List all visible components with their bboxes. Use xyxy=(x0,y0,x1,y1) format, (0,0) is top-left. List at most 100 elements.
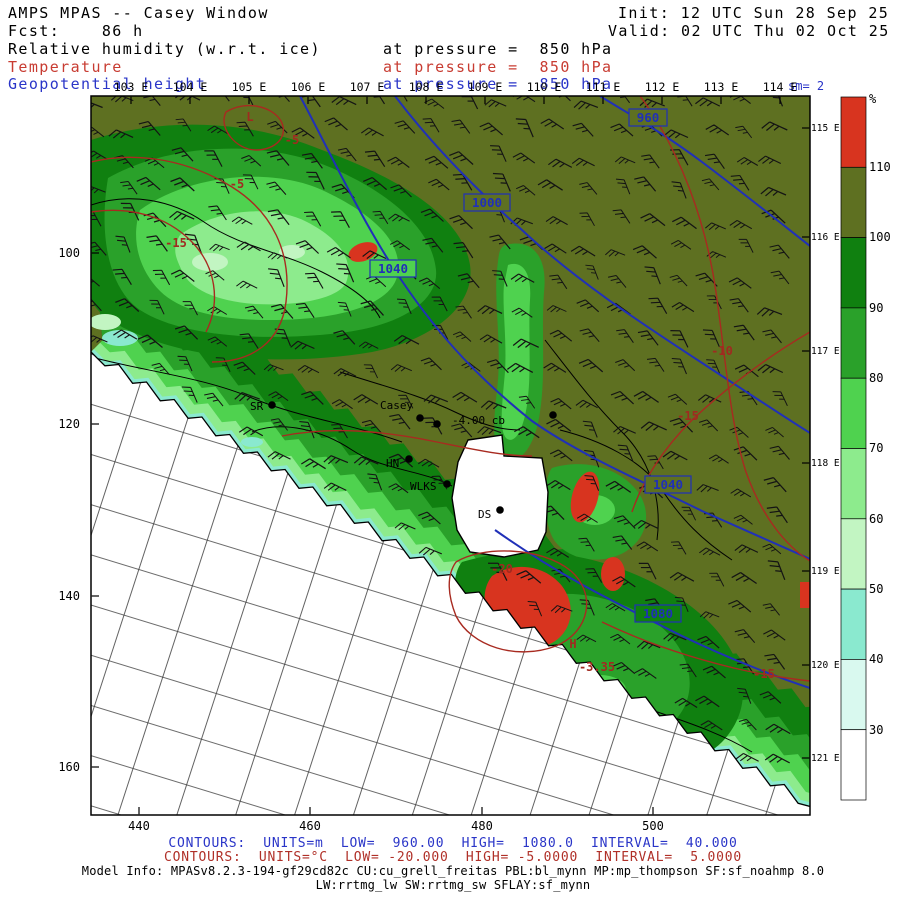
contour-label-box xyxy=(369,259,417,278)
station-dot xyxy=(416,414,424,422)
axis-label: 103 E xyxy=(114,80,149,94)
contour-label-temp: -5 xyxy=(285,133,299,147)
station-label: HN xyxy=(386,457,399,470)
axis-label: 106 E xyxy=(291,80,326,94)
contour-label-height: 1040 xyxy=(653,477,683,492)
map-plot-area: 960 1000 1040 1040 1080 -10 -15 -20 -15 … xyxy=(91,96,810,815)
field-level-height: at pressure = 850 hPa xyxy=(383,75,612,93)
axis-label: 113 E xyxy=(704,80,739,94)
axis-label: 120 E xyxy=(811,660,840,671)
colorbar-tick: 100 xyxy=(869,230,891,244)
contour-label-height: 1040 xyxy=(378,261,408,276)
colorbar-tick: 70 xyxy=(869,441,883,455)
axis-label: 108 E xyxy=(409,80,444,94)
high-center-marker: H xyxy=(569,637,576,651)
axis-label: 100 xyxy=(58,246,80,260)
station-dot xyxy=(433,420,441,428)
axis-left-labels: 100 120 140 160 xyxy=(58,246,80,774)
rh-patch-lighter xyxy=(175,211,349,305)
contour-label-box xyxy=(463,193,511,212)
contour-label-temp: -15 xyxy=(165,236,187,250)
axis-label: 121 E xyxy=(811,753,840,764)
plot-frame xyxy=(90,95,811,816)
axis-ticks xyxy=(91,96,810,815)
colorbar-segment xyxy=(840,166,867,238)
axis-label: 107 E xyxy=(350,80,385,94)
station-dot xyxy=(496,506,504,514)
axis-label: 500 xyxy=(642,819,664,833)
station-label: DS xyxy=(478,508,491,521)
rh-streak-core xyxy=(501,263,531,440)
axis-label: 110 E xyxy=(527,80,562,94)
rh-patch-pale xyxy=(279,245,305,259)
axis-label: 119 E xyxy=(811,566,840,577)
model-info: Model Info: MPASv8.2.3-194-gf29cd82c CU:… xyxy=(82,864,824,878)
contour-label-temp: -15 xyxy=(753,667,775,681)
colorbar-tick: 60 xyxy=(869,512,883,526)
colorbar-segment xyxy=(840,518,867,590)
station-dot xyxy=(443,480,451,488)
colorbar-tick: 40 xyxy=(869,652,883,666)
axis-label: 109 E xyxy=(468,80,503,94)
contour-label-box xyxy=(634,604,682,623)
contour-label-height: 1080 xyxy=(643,606,673,621)
colorbar-segment xyxy=(840,659,867,731)
colorbar-unit: % xyxy=(869,92,877,106)
physics-info: LW:rrtmg_lw SW:rrtmg_sw SFLAY:sf_mynn xyxy=(316,878,591,892)
field-level-rh: at pressure = 850 hPa xyxy=(383,40,612,58)
axis-right-labels: 115 E 116 E 117 E 118 E 119 E 120 E 121 … xyxy=(811,123,840,764)
contour-label-height: 1000 xyxy=(472,195,502,210)
axis-label: 440 xyxy=(128,819,150,833)
colorbar-segment xyxy=(840,729,867,801)
station-dot xyxy=(268,401,276,409)
axis-label: 115 E xyxy=(811,123,840,134)
rh-patch-pale xyxy=(192,253,228,271)
axis-label: 120 xyxy=(58,417,80,431)
colorbar-tick: 110 xyxy=(869,160,891,174)
rh-fringe-pale xyxy=(91,314,121,330)
colorbar-segment xyxy=(840,448,867,520)
colorbar-segment xyxy=(840,307,867,379)
coastline xyxy=(91,351,810,808)
rh-fringe-cyan xyxy=(102,330,138,346)
height-contour-labels: 960 1000 1040 1040 1080 xyxy=(369,108,692,623)
init-time: Init: 12 UTC Sun 28 Sep 25 xyxy=(618,4,889,22)
contour-label-temp: -5 xyxy=(230,177,244,191)
field-label-temp: Temperature xyxy=(8,58,123,76)
field-level-temp: at pressure = 850 hPa xyxy=(383,58,612,76)
station-label: Casey xyxy=(380,399,413,412)
contour-info-temp: CONTOURS: UNITS=°C LOW= -20.000 HIGH= -5… xyxy=(164,850,742,865)
station-dot xyxy=(549,411,557,419)
axis-label: 160 xyxy=(58,760,80,774)
contour-label-box xyxy=(628,108,668,127)
axis-label: 105 E xyxy=(232,80,267,94)
temperature-contour-labels: -10 -15 -20 -15 -5 -5 -15 L H -3.35 xyxy=(165,110,775,681)
rh-patch-red xyxy=(800,582,810,608)
colorbar-tick: 50 xyxy=(869,582,883,596)
contour-label-temp: -20 xyxy=(491,562,513,576)
axis-label: 112 E xyxy=(645,80,680,94)
valid-time: Valid: 02 UTC Thu 02 Oct 25 xyxy=(608,22,890,40)
axis-label: 480 xyxy=(471,819,493,833)
map-annotation: -4.00 cb xyxy=(452,414,505,427)
axis-label: 460 xyxy=(299,819,321,833)
axis-label: 111 E xyxy=(586,80,621,94)
station-markers: SR Casey HN WLKS DS -4.00 cb xyxy=(250,399,557,521)
station-dot xyxy=(405,455,413,463)
axis-label: 140 xyxy=(58,589,80,603)
contour-label-box xyxy=(644,475,692,494)
axis-label: 118 E xyxy=(811,458,840,469)
colorbar: % 110 100 90 80 70 60 50 40 30 xyxy=(840,92,891,801)
axis-label: 104 E xyxy=(173,80,208,94)
colorbar-segment xyxy=(840,96,867,168)
rh-patch-red xyxy=(348,242,378,262)
station-label: WLKS xyxy=(410,480,437,493)
smoothing-note: sm= 2 xyxy=(788,79,824,93)
high-center-value: -3.35 xyxy=(579,660,615,674)
rh-hole-white xyxy=(451,434,549,558)
low-center-marker: L xyxy=(246,110,253,124)
axis-bottom-labels: 440 460 480 500 xyxy=(128,819,664,833)
axis-top-labels: 103 E 104 E 105 E 106 E 107 E 108 E 109 … xyxy=(114,80,798,94)
field-label-height: Geopotential height xyxy=(8,75,206,93)
